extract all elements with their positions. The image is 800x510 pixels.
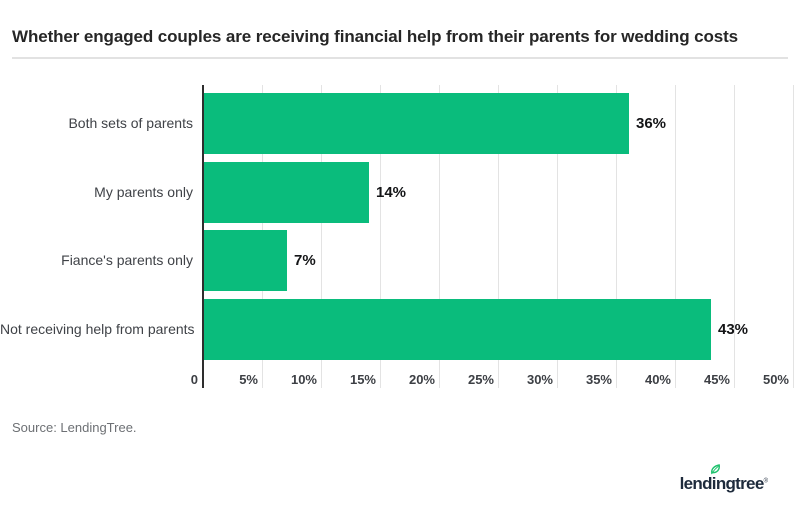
gridline-40%: [675, 85, 676, 388]
source-note: Source: LendingTree.: [12, 420, 137, 435]
x-tick-label: 45%: [703, 372, 730, 387]
chart-title: Whether engaged couples are receiving fi…: [12, 27, 739, 46]
x-tick-label: 40%: [644, 372, 671, 387]
lendingtree-logo: lend ingtree®: [679, 464, 768, 494]
bar: [204, 162, 369, 223]
logo-text-i: i: [711, 474, 717, 493]
x-tick-label: 25%: [467, 372, 494, 387]
x-tick-label: 10%: [290, 372, 317, 387]
gridline-15%: [380, 85, 381, 388]
value-label: 14%: [376, 184, 407, 201]
gridline-50%: [793, 85, 794, 388]
bar: [204, 230, 287, 291]
category-label: Not receiving help from parents: [0, 321, 195, 337]
y-axis-line: [202, 85, 204, 388]
gridline-45%: [734, 85, 735, 388]
x-tick-label: 20%: [408, 372, 435, 387]
value-label: 43%: [718, 321, 749, 338]
gridline-10%: [321, 85, 322, 388]
x-tick-label: 0: [190, 372, 198, 387]
x-tick-label: 30%: [526, 372, 553, 387]
x-tick-label: 50%: [762, 372, 789, 387]
logo-i-with-leaf: i: [710, 464, 720, 494]
value-label: 7%: [294, 252, 316, 269]
leaf-icon: [710, 464, 720, 475]
value-label: 36%: [636, 115, 667, 132]
x-tick-label: 5%: [239, 372, 258, 387]
title-divider: [12, 57, 788, 59]
bar: [204, 299, 711, 360]
logo-text-post: ngtree: [715, 474, 764, 493]
gridline-30%: [557, 85, 558, 388]
category-label: Fiance's parents only: [61, 252, 193, 268]
gridline-20%: [439, 85, 440, 388]
logo-text-pre: lend: [679, 474, 713, 493]
gridline-35%: [616, 85, 617, 388]
bar: [204, 93, 629, 154]
x-tick-label: 15%: [349, 372, 376, 387]
x-tick-label: 35%: [585, 372, 612, 387]
gridline-25%: [498, 85, 499, 388]
registered-mark: ®: [763, 478, 768, 485]
category-label: Both sets of parents: [68, 115, 193, 131]
category-label: My parents only: [94, 184, 193, 200]
